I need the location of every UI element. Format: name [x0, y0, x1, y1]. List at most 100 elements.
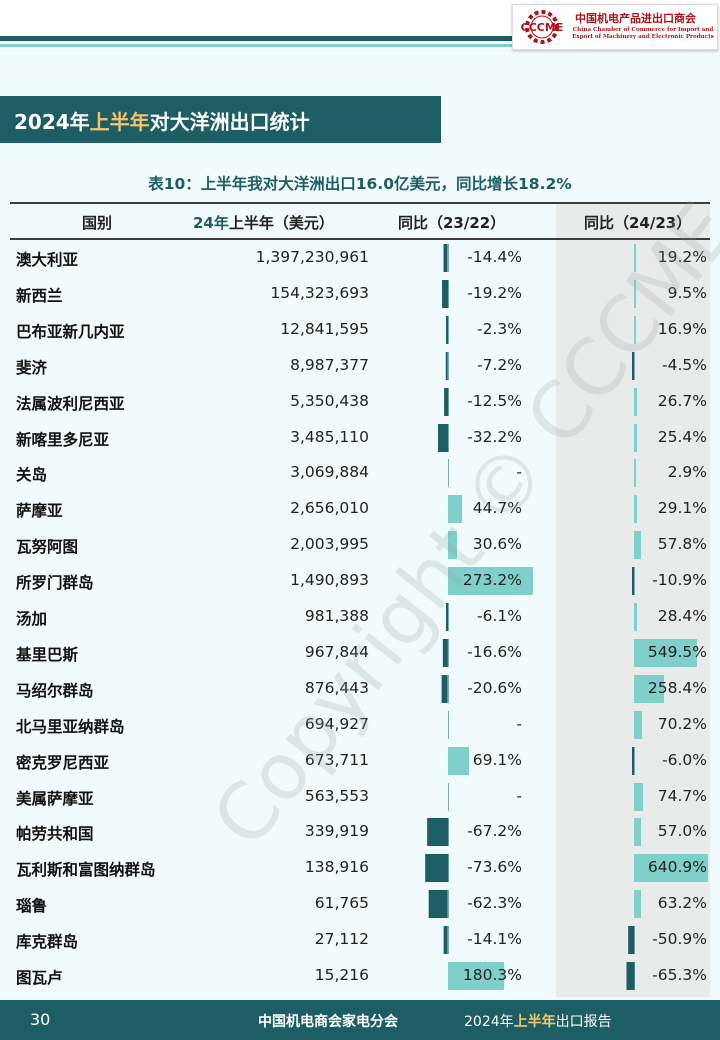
yoy-24-23-bar	[626, 962, 634, 990]
table-row: 法属波利尼西亚 5,350,438 -12.5% 26.7%	[10, 384, 710, 420]
yoy-23-22-bar	[445, 351, 448, 380]
yoy-23-22-axis	[448, 459, 449, 488]
export-value: 2,656,010	[290, 499, 369, 518]
footer-report-part1: 2024年	[464, 1014, 514, 1030]
country-name: 密克罗尼西亚	[16, 753, 110, 772]
header-value-rest: 上半年（美元）	[228, 214, 334, 232]
country-name: 所罗门群岛	[16, 574, 94, 593]
yoy-23-22-axis	[448, 710, 449, 739]
footer-report-part2: 出口报告	[555, 1014, 612, 1030]
section-title-banner: 2024年上半年对大洋洲出口统计	[0, 96, 441, 143]
yoy-24-23-bar	[634, 638, 698, 667]
yoy-23-22-bar	[442, 279, 448, 308]
yoy-24-23-value: 19.2%	[657, 248, 707, 266]
export-value: 27,112	[314, 930, 369, 949]
yoy-23-22-axis	[448, 279, 449, 308]
cccme-logo: CCCME 中国机电产品进出口商会 China Chamber of Comme…	[512, 4, 718, 50]
header-value: 24年上半年（美元）	[193, 212, 334, 233]
yoy-24-23-value: 57.0%	[657, 822, 707, 841]
country-name: 库克群岛	[16, 933, 79, 952]
yoy-23-22-bar	[448, 746, 470, 775]
yoy-24-23-axis	[634, 567, 635, 596]
yoy-24-23-value: -6.0%	[662, 750, 707, 769]
yoy-23-22-value: 69.1%	[472, 750, 522, 769]
yoy-23-22-axis	[448, 351, 449, 380]
table-row: 澳大利亚 1,397,230,961 -14.4% 19.2%	[10, 240, 710, 276]
title-part2: 对大洋洲出口统计	[149, 110, 310, 134]
yoy-23-22-value: 273.2%	[462, 571, 522, 590]
table-row: 库克群岛 27,112 -14.1% -50.9%	[10, 922, 710, 958]
export-value: 981,388	[304, 607, 369, 625]
table-row: 基里巴斯 967,844 -16.6% 549.5%	[10, 635, 710, 671]
export-value: 5,350,438	[290, 391, 369, 410]
yoy-23-22-bar	[428, 890, 448, 919]
yoy-23-22-bar	[443, 244, 448, 272]
yoy-23-22-axis	[448, 423, 449, 452]
yoy-24-23-bar	[634, 531, 641, 560]
export-value: 876,443	[304, 678, 369, 697]
yoy-23-22-value: -14.1%	[467, 930, 522, 949]
yoy-23-22-value: -32.2%	[467, 427, 522, 446]
yoy-23-22-axis	[448, 854, 449, 883]
yoy-24-23-bar	[634, 854, 708, 883]
yoy-24-23-value: 640.9%	[647, 858, 707, 877]
yoy-24-23-value: 16.9%	[657, 319, 707, 338]
top-header-band: CCCME 中国机电产品进出口商会 China Chamber of Comme…	[0, 0, 720, 50]
yoy-23-22-bar	[443, 926, 448, 955]
footer-report-highlight: 上半年	[513, 1014, 556, 1030]
table-row: 关岛 3,069,884 - 2.9%	[10, 455, 710, 491]
country-name: 帕劳共和国	[16, 825, 94, 844]
yoy-23-22-bar	[448, 531, 458, 560]
yoy-23-22-value: -16.6%	[467, 642, 522, 661]
table-row: 新西兰 154,323,693 -19.2% 9.5%	[10, 276, 710, 312]
yoy-24-23-bar	[634, 459, 636, 488]
table-row: 北马里亚纳群岛 694,927 - 70.2%	[10, 707, 710, 743]
header-country: 国别	[82, 214, 113, 232]
yoy-24-23-bar	[634, 387, 638, 416]
yoy-23-22-bar	[441, 674, 448, 703]
yoy-23-22-bar	[444, 387, 448, 416]
country-name: 澳大利亚	[16, 251, 79, 269]
yoy-23-22-value: 30.6%	[472, 535, 522, 554]
yoy-24-23-bar	[634, 890, 642, 919]
export-value: 1,490,893	[290, 571, 369, 590]
yoy-24-23-bar	[634, 495, 638, 524]
country-name: 基里巴斯	[16, 645, 79, 664]
yoy-24-23-value: 63.2%	[657, 894, 707, 913]
yoy-23-22-value: -	[516, 714, 522, 733]
header-rule-dark	[0, 36, 512, 41]
yoy-23-22-axis	[448, 638, 449, 667]
table-row: 所罗门群岛 1,490,893 273.2% -10.9%	[10, 563, 710, 599]
yoy-23-22-value: -67.2%	[467, 822, 522, 841]
header-yoy-23-22: 同比（23/22）	[398, 214, 506, 232]
yoy-24-23-bar	[628, 926, 634, 955]
yoy-24-23-value: 2.9%	[667, 463, 707, 482]
country-name: 美属萨摩亚	[16, 789, 94, 808]
yoy-23-22-bar	[438, 423, 448, 452]
yoy-23-22-axis	[448, 782, 449, 811]
yoy-24-23-axis	[634, 746, 635, 775]
yoy-24-23-value: -50.9%	[652, 930, 707, 949]
export-value: 3,069,884	[290, 463, 369, 482]
yoy-23-22-value: -6.1%	[477, 607, 522, 625]
section-title: 2024年上半年对大洋洲出口统计	[14, 106, 310, 135]
export-value: 673,711	[304, 750, 369, 769]
country-name: 瓦利斯和富图纳群岛	[16, 861, 156, 880]
yoy-24-23-bar	[634, 315, 636, 344]
yoy-24-23-value: -65.3%	[652, 966, 707, 984]
yoy-24-23-bar	[634, 710, 643, 739]
country-name: 法属波利尼西亚	[16, 394, 125, 413]
yoy-23-22-value: -12.5%	[467, 391, 522, 410]
country-name: 图瓦卢	[16, 969, 63, 987]
gear-logo-icon: CCCME	[521, 10, 563, 44]
yoy-24-23-bar	[634, 603, 638, 631]
yoy-23-22-bar	[446, 603, 448, 631]
yoy-23-22-bar	[448, 567, 533, 596]
page-number: 30	[30, 1010, 51, 1029]
yoy-24-23-bar	[634, 244, 637, 272]
country-name: 北马里亚纳群岛	[16, 717, 125, 736]
yoy-24-23-value: 258.4%	[647, 678, 707, 697]
footer-report-title: 2024年上半年出口报告	[464, 1011, 612, 1031]
export-value: 61,765	[314, 894, 369, 913]
yoy-24-23-value: 25.4%	[657, 427, 707, 446]
